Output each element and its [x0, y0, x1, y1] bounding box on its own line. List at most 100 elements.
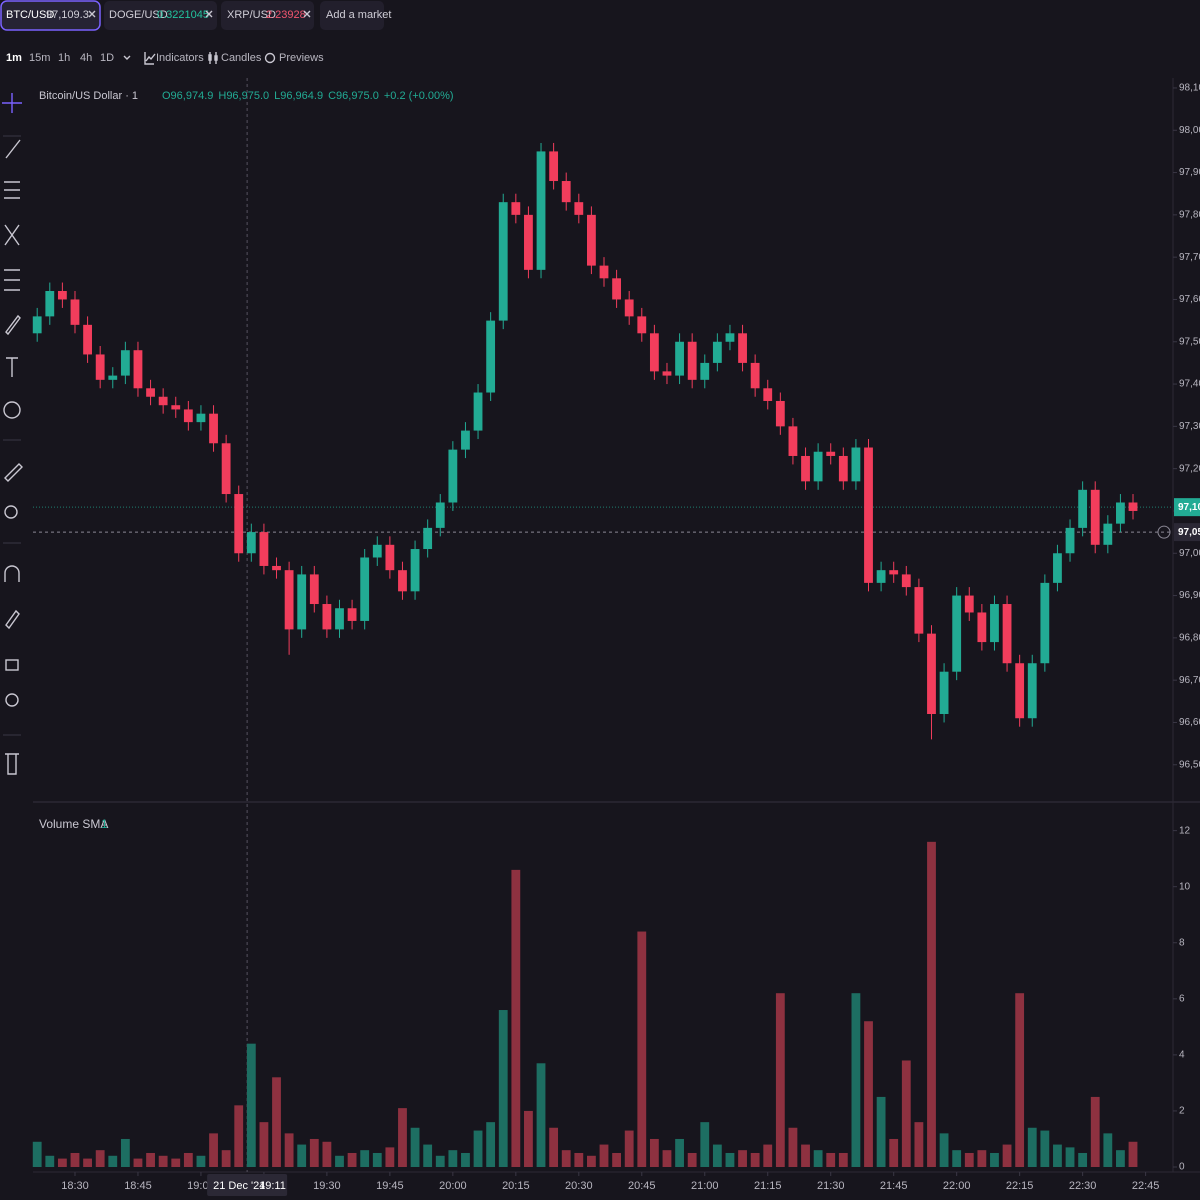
volume-bar — [662, 1150, 672, 1167]
volume-bar — [1078, 1152, 1088, 1167]
legend-value: O96,974.9 — [162, 90, 213, 102]
candle-body — [1040, 582, 1050, 664]
candle-body — [259, 532, 269, 566]
timeframe[interactable]: 4h — [80, 52, 92, 64]
candle-body — [410, 549, 420, 592]
timeframe[interactable]: 1D — [100, 52, 114, 64]
x-tick-label: 19:30 — [313, 1180, 341, 1192]
candle-body — [32, 316, 42, 334]
visibility-tool[interactable] — [5, 693, 19, 707]
candle-body — [473, 392, 483, 431]
projection-tool[interactable] — [4, 269, 20, 291]
volume-bar — [259, 1122, 269, 1167]
volume-bar — [385, 1147, 395, 1167]
y-tick-label: 97,300 — [1179, 421, 1200, 432]
delete-tool[interactable] — [5, 753, 19, 775]
volume-bar — [838, 1152, 848, 1167]
candle-body — [221, 443, 231, 495]
close-icon[interactable] — [303, 10, 311, 18]
volume-bar — [158, 1155, 168, 1167]
candle-body — [801, 455, 810, 482]
candle-body — [524, 214, 533, 270]
volume-bar — [549, 1127, 559, 1167]
candle-body — [272, 565, 281, 571]
candle-body — [788, 426, 798, 456]
volume-bar — [712, 1144, 722, 1167]
indicators-icon — [144, 52, 156, 65]
candle-body — [398, 570, 407, 592]
add-market-button[interactable] — [320, 1, 384, 30]
y-tick-label: 96,600 — [1179, 717, 1200, 728]
timeframe[interactable]: 15m — [29, 52, 50, 64]
tab-price: 0.3221045 — [157, 9, 209, 21]
volume-bar — [486, 1122, 496, 1167]
emoji-tool[interactable] — [3, 401, 21, 419]
volume-bar — [788, 1127, 798, 1167]
y-tick-label: 97,700 — [1179, 252, 1200, 263]
lock-tool[interactable] — [5, 659, 19, 671]
candle-body — [549, 151, 559, 182]
legend-value: L96,964.9 — [274, 90, 323, 102]
fib-tool[interactable] — [4, 181, 20, 199]
volume-bar — [511, 869, 521, 1167]
volume-bar — [272, 1077, 281, 1167]
candle-body — [498, 202, 508, 321]
candles-button[interactable]: Candles — [221, 52, 262, 64]
tab[interactable] — [104, 1, 217, 30]
previews-button[interactable]: Previews — [279, 52, 324, 64]
volume-bar — [435, 1155, 445, 1167]
dropdown-icon[interactable] — [123, 55, 131, 60]
candle-body — [864, 447, 873, 583]
crosshair-tool[interactable] — [2, 93, 22, 113]
volume-bar — [423, 1144, 433, 1167]
previews-icon — [264, 52, 276, 64]
y-tick-label: 97,000 — [1179, 548, 1200, 559]
y-tick-label: 6 — [1179, 993, 1185, 1004]
candle-body — [347, 608, 357, 621]
trendline-tool[interactable] — [5, 139, 21, 159]
volume-bar — [801, 1144, 810, 1167]
close-icon[interactable] — [205, 10, 213, 18]
timeframe[interactable]: 1m — [6, 52, 22, 64]
y-tick-label: 96,500 — [1179, 759, 1200, 770]
candle-body — [876, 570, 886, 583]
crosshair-add-button[interactable] — [1157, 525, 1171, 539]
volume-bar — [284, 1133, 294, 1167]
volume-bar — [1128, 1141, 1138, 1167]
volume-bar — [120, 1138, 130, 1167]
lock-drawing-tool[interactable] — [5, 609, 20, 630]
y-tick-label: 97,800 — [1179, 210, 1200, 221]
legend-title: Bitcoin/US Dollar · 1 — [39, 90, 138, 102]
volume-bar — [196, 1155, 206, 1167]
y-tick-label: 97,500 — [1179, 336, 1200, 347]
volume-bar — [133, 1158, 143, 1167]
zoom-tool[interactable] — [4, 505, 18, 519]
pattern-tool[interactable] — [4, 224, 20, 246]
candle-body — [309, 574, 319, 605]
tab[interactable] — [221, 1, 314, 30]
text-tool[interactable] — [6, 357, 18, 377]
candle-body — [826, 451, 836, 456]
volume-bar — [687, 1152, 697, 1167]
magnet-tool[interactable] — [4, 565, 20, 582]
volume-bar — [586, 1155, 596, 1167]
timeframe[interactable]: 1h — [58, 52, 70, 64]
candle-body — [1128, 502, 1138, 511]
candle-body — [889, 570, 899, 575]
indicators-button[interactable]: Indicators — [156, 52, 204, 64]
candle-body — [712, 341, 722, 363]
measure-tool[interactable] — [4, 463, 23, 482]
candle-body — [1103, 523, 1113, 545]
volume-bar — [398, 1108, 407, 1167]
volume-bar — [57, 1158, 67, 1167]
volume-bar — [209, 1133, 218, 1167]
x-tick-label: 20:45 — [628, 1180, 656, 1192]
tab[interactable] — [0, 0, 101, 31]
volume-bar — [1015, 993, 1025, 1167]
candle-body — [939, 671, 949, 714]
candle-body — [952, 595, 962, 672]
brush-tool[interactable] — [5, 314, 21, 336]
volume-bar — [914, 1122, 924, 1167]
candle-body — [624, 299, 634, 317]
close-icon[interactable] — [88, 10, 96, 18]
